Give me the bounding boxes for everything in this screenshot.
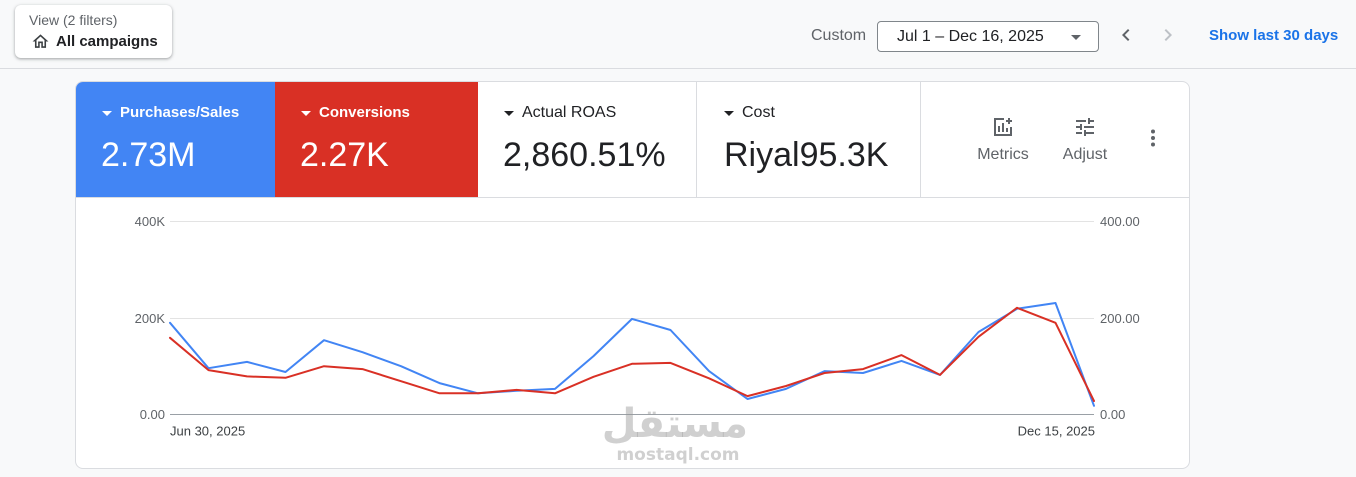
metric-tile-actual-roas[interactable]: Actual ROAS 2,860.51% [478, 82, 696, 197]
conversions-point[interactable] [282, 374, 290, 382]
conversions-point[interactable] [975, 333, 983, 341]
metric-label: Purchases/Sales [120, 104, 240, 121]
conversions-point[interactable] [859, 365, 867, 373]
caret-down-icon[interactable] [724, 110, 734, 116]
view-filter-subtitle: View (2 filters) [29, 12, 118, 28]
metric-value: 2.27K [300, 136, 389, 174]
y-right-tick-label: 200.00 [1100, 311, 1140, 326]
metrics-button-label: Metrics [977, 146, 1029, 163]
purchases-sales-point[interactable] [590, 352, 598, 360]
chart-toolbar: Metrics Adjust [920, 82, 1189, 197]
metric-value: Riyal95.3K [724, 136, 889, 174]
chevron-right-icon[interactable] [1156, 23, 1180, 47]
conversions-point[interactable] [1013, 304, 1021, 312]
y-right-tick-label: 400.00 [1100, 214, 1140, 229]
date-range-label: Custom [811, 27, 867, 44]
metric-label: Conversions [319, 104, 410, 121]
show-last-30-days-link[interactable]: Show last 30 days [1209, 27, 1339, 44]
metric-tile-purchases-sales[interactable]: Purchases/Sales 2.73M [76, 82, 275, 197]
conversions-point[interactable] [513, 386, 521, 394]
purchases-sales-point[interactable] [667, 326, 675, 334]
conversions-point[interactable] [436, 389, 444, 397]
adjust-button-label: Adjust [1062, 146, 1108, 163]
performance-line-chart: 400K 200K 0.00 400.00 200.00 0.00 Jun 30, 2025… [135, 214, 1140, 439]
conversions-point[interactable] [590, 373, 598, 381]
y-right-tick-label: 0.00 [1100, 407, 1125, 422]
purchases-sales-point[interactable] [243, 358, 251, 366]
conversions-line [169, 306, 1095, 402]
view-filter-button[interactable]: View (2 filters) All campaigns [15, 5, 172, 58]
conversions-point[interactable] [1090, 397, 1098, 405]
conversions-point[interactable] [166, 334, 174, 342]
conversions-point[interactable] [1052, 319, 1060, 327]
conversions-point[interactable] [898, 351, 906, 359]
metrics-button[interactable]: Metrics [968, 82, 1038, 197]
purchases-sales-point[interactable] [359, 348, 367, 356]
arrow-drop-down-icon [1071, 35, 1081, 40]
adjust-button[interactable]: Adjust [1050, 82, 1120, 197]
metric-value: 2,860.51% [503, 136, 666, 174]
y-left-tick-label: 0.00 [140, 407, 165, 422]
metric-tile-header: Cost [724, 104, 775, 122]
metric-tile-cost[interactable]: Cost Riyal95.3K [696, 82, 920, 197]
metric-label: Cost [742, 104, 775, 121]
date-range-dropdown[interactable]: Jul 1 – Dec 16, 2025 [877, 21, 1099, 52]
conversions-point[interactable] [551, 389, 559, 397]
x-tick-label: Jun 30, 2025 [170, 424, 245, 439]
top-bar: View (2 filters) All campaigns Custom Ju… [0, 0, 1356, 69]
chevron-left-icon[interactable] [1114, 23, 1138, 47]
conversions-point[interactable] [667, 359, 675, 367]
conversions-point[interactable] [205, 366, 213, 374]
metric-label: Actual ROAS [522, 104, 617, 121]
view-filter-title: All campaigns [56, 33, 158, 50]
purchases-sales-point[interactable] [397, 362, 405, 370]
performance-card: Purchases/Sales 2.73M Conversions 2.27K … [75, 81, 1190, 469]
x-tick-label: Dec 15, 2025 [1018, 424, 1095, 439]
metric-tile-header: Conversions [301, 104, 410, 122]
conversions-point[interactable] [744, 392, 752, 400]
purchases-sales-point[interactable] [1052, 299, 1060, 307]
metric-tiles: Purchases/Sales 2.73M Conversions 2.27K … [76, 82, 1189, 198]
purchases-sales-point[interactable] [436, 379, 444, 387]
tune-icon [1076, 118, 1094, 136]
conversions-point[interactable] [821, 369, 829, 377]
add-chart-icon [994, 118, 1012, 136]
conversions-point[interactable] [474, 389, 482, 397]
metric-tile-header: Actual ROAS [504, 104, 616, 122]
y-left-tick-label: 400K [135, 214, 166, 229]
caret-down-icon[interactable] [102, 110, 112, 116]
conversions-point[interactable] [359, 365, 367, 373]
more-vert-icon[interactable] [1141, 126, 1165, 150]
metric-tile-header: Purchases/Sales [102, 104, 239, 122]
home-icon [32, 34, 49, 48]
conversions-point[interactable] [243, 372, 251, 380]
metric-value: 2.73M [101, 136, 196, 174]
caret-down-icon[interactable] [301, 110, 311, 116]
conversions-point[interactable] [628, 360, 636, 368]
purchases-sales-point[interactable] [166, 319, 174, 327]
conversions-point[interactable] [782, 382, 790, 390]
y-left-tick-label: 200K [135, 311, 166, 326]
conversions-point[interactable] [936, 371, 944, 379]
metric-tile-conversions[interactable]: Conversions 2.27K [275, 82, 478, 197]
date-range-value: Jul 1 – Dec 16, 2025 [897, 28, 1044, 45]
purchases-sales-point[interactable] [320, 336, 328, 344]
purchases-sales-point[interactable] [628, 315, 636, 323]
purchases-sales-point[interactable] [705, 367, 713, 375]
conversions-point[interactable] [397, 377, 405, 385]
caret-down-icon[interactable] [504, 110, 514, 116]
conversions-point[interactable] [705, 374, 713, 382]
conversions-point[interactable] [320, 362, 328, 370]
